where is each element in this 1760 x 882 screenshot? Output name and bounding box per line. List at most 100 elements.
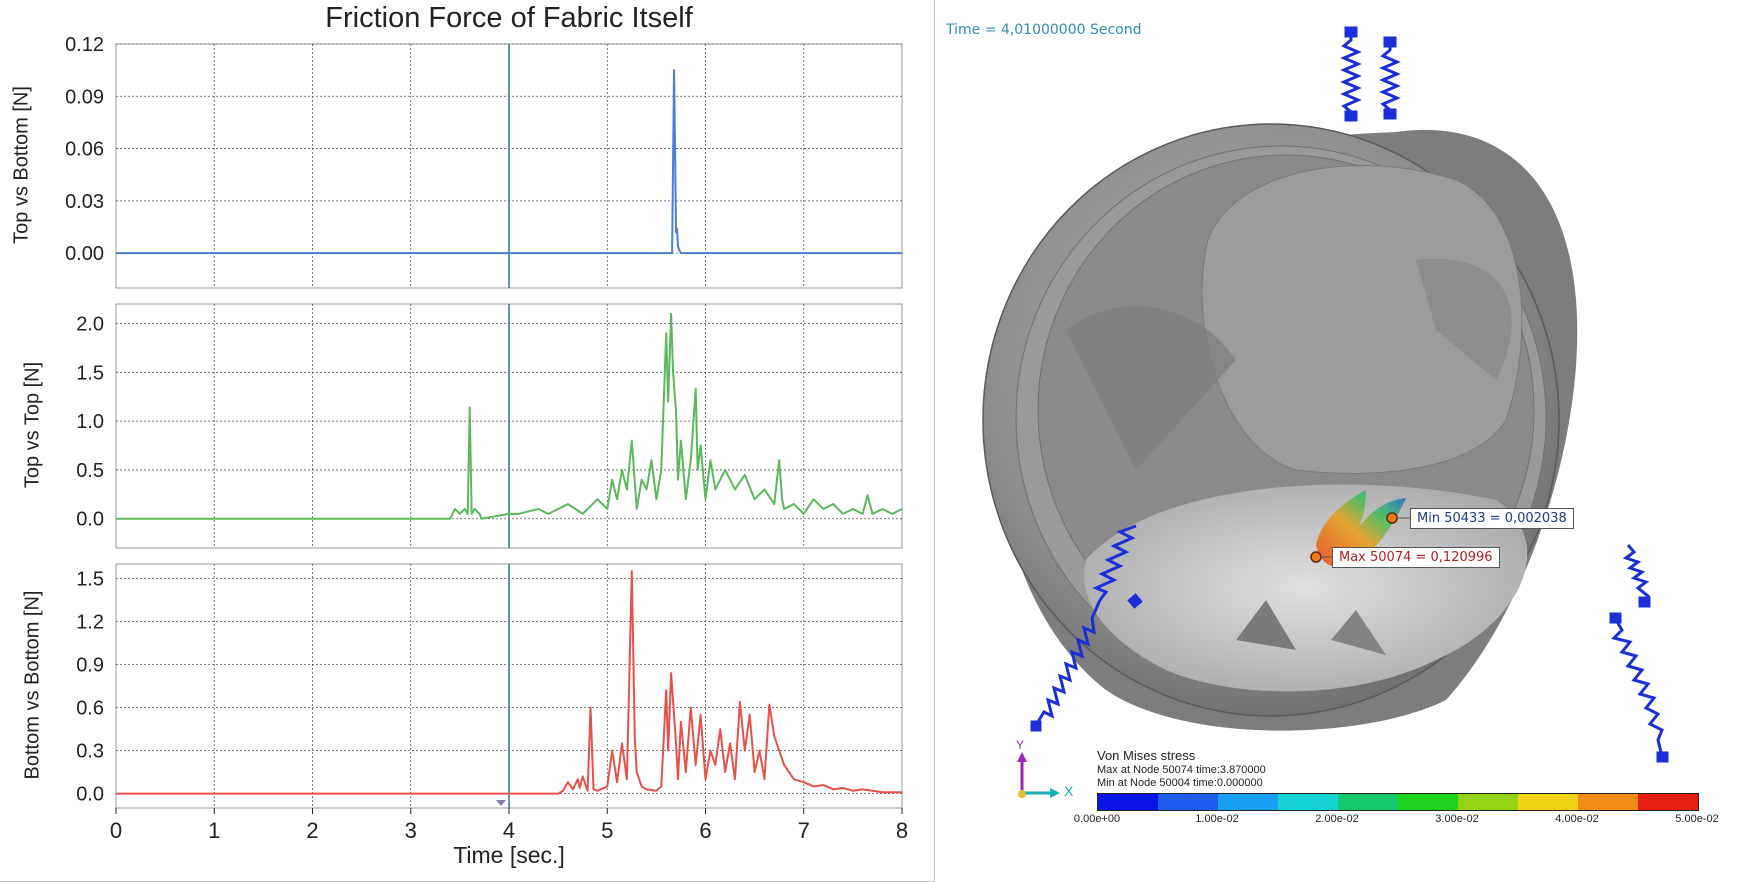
colorbar-tick-label: 2.00e-02 <box>1315 813 1359 825</box>
drum-body <box>982 123 1578 731</box>
data-point-2-38 <box>724 771 726 773</box>
data-point-2-19 <box>636 771 638 773</box>
data-point-2-56 <box>832 788 834 790</box>
data-point-2-23 <box>660 785 662 788</box>
data-point-2-27 <box>675 742 677 745</box>
data-point-1-53 <box>781 498 783 500</box>
legend-title: Von Mises stress <box>1097 748 1196 763</box>
data-point-1-34 <box>672 371 674 373</box>
series-line-1 <box>116 312 903 520</box>
data-point-2-13 <box>611 749 613 752</box>
xtick-label-4: 4 <box>503 818 515 843</box>
data-point-2-43 <box>749 714 751 716</box>
axis-triad <box>1017 752 1060 798</box>
data-point-0-5 <box>675 231 677 233</box>
xtick-label-2: 2 <box>306 818 318 843</box>
charts-svg: 0.120.090.060.030.002.01.51.00.50.01.51.… <box>65 34 908 843</box>
colorbar-swatch <box>1218 794 1278 810</box>
data-point-1-43 <box>704 498 707 500</box>
data-point-1-44 <box>709 459 712 461</box>
data-point-2-10 <box>592 788 595 790</box>
data-point-2-57 <box>842 787 844 789</box>
ytick-label-1-0: 2.0 <box>76 314 104 336</box>
data-point-1-32 <box>667 401 669 403</box>
max-callout[interactable]: Max 50074 = 0,120996 <box>1332 547 1500 568</box>
data-point-1-63 <box>867 494 869 496</box>
data-point-2-51 <box>788 771 790 773</box>
data-point-1-64 <box>871 513 874 515</box>
data-point-2-35 <box>709 749 712 752</box>
data-point-2-46 <box>763 778 766 780</box>
data-point-1-17 <box>582 513 584 515</box>
colorbar-tick-label: 3.00e-02 <box>1435 813 1479 825</box>
data-point-1-6 <box>469 406 471 409</box>
xtick-label-3: 3 <box>405 818 417 843</box>
spring-right-long <box>1609 612 1669 763</box>
data-point-1-28 <box>650 459 653 461</box>
ytick-label-2-1: 1.2 <box>76 611 104 633</box>
data-point-1-56 <box>803 513 805 515</box>
data-point-1-46 <box>724 469 726 471</box>
data-point-1-45 <box>714 488 716 491</box>
colorbar-swatch <box>1398 794 1458 810</box>
ytick-label-2-2: 0.9 <box>76 654 104 676</box>
data-point-2-49 <box>778 749 780 752</box>
legend-max-line: Max at Node 50074 time:3.870000 <box>1097 764 1266 776</box>
data-point-2-24 <box>665 689 667 691</box>
colorbar-swatch <box>1098 794 1158 810</box>
ytick-label-1-1: 1.5 <box>76 362 104 384</box>
data-point-2-12 <box>606 785 608 788</box>
legend-min-line: Min at Node 50004 time:0.000000 <box>1097 777 1263 789</box>
data-point-0-4 <box>674 147 676 150</box>
ytick-label-1-3: 0.5 <box>76 460 104 482</box>
data-point-0-10 <box>901 252 903 254</box>
data-point-1-20 <box>611 479 613 481</box>
ytick-label-2-4: 0.3 <box>76 741 104 763</box>
data-point-1-55 <box>793 503 795 505</box>
data-point-2-14 <box>616 781 618 783</box>
data-point-1-2 <box>454 508 456 510</box>
data-point-1-51 <box>773 503 775 505</box>
data-point-1-33 <box>670 313 672 315</box>
data-point-2-40 <box>734 778 736 780</box>
data-point-2-58 <box>852 790 854 792</box>
ytick-label-0-4: 0.00 <box>65 243 104 265</box>
data-point-0-8 <box>678 249 680 251</box>
data-point-0-3 <box>673 69 675 71</box>
data-point-2-29 <box>680 721 682 723</box>
xtick-label-5: 5 <box>601 818 613 843</box>
colorbar-swatch <box>1578 794 1638 810</box>
max-node-marker[interactable] <box>1310 551 1322 563</box>
data-point-1-19 <box>606 508 608 510</box>
data-point-2-31 <box>690 706 692 709</box>
colorbar-swatch <box>1278 794 1338 810</box>
cursor-marker <box>496 800 506 806</box>
colorbar-swatch <box>1158 794 1218 810</box>
data-point-2-42 <box>744 749 746 752</box>
xtick-label-0: 0 <box>110 818 122 843</box>
data-point-1-4 <box>464 508 466 510</box>
min-node-marker[interactable] <box>1386 512 1398 524</box>
data-point-2-20 <box>641 785 643 788</box>
colorbar-tick-label: 5.00e-02 <box>1675 813 1719 825</box>
ytick-label-2-0: 1.5 <box>76 568 104 590</box>
colorbar-tick-label: 1.00e-02 <box>1195 813 1239 825</box>
data-point-1-61 <box>852 508 854 510</box>
data-point-2-25 <box>667 749 669 752</box>
min-callout[interactable]: Min 50433 = 0,002038 <box>1410 508 1574 529</box>
colorbar-swatch <box>1458 794 1518 810</box>
data-point-2-39 <box>729 742 731 745</box>
data-point-0-6 <box>676 228 678 230</box>
data-point-2-48 <box>773 735 775 737</box>
data-point-1-40 <box>695 388 697 390</box>
colorbar-tick-label: 0.00e+00 <box>1073 813 1121 825</box>
data-point-2-32 <box>695 764 697 766</box>
data-point-1-13 <box>537 508 540 510</box>
xtick-label-8: 8 <box>896 818 908 843</box>
data-point-0-7 <box>677 245 679 247</box>
data-point-2-17 <box>631 570 633 572</box>
simulation-viewport[interactable]: Time = 4,01000000 Second <box>936 0 1760 882</box>
xtick-label-7: 7 <box>798 818 810 843</box>
data-point-2-16 <box>626 778 628 780</box>
data-point-1-58 <box>822 508 825 510</box>
